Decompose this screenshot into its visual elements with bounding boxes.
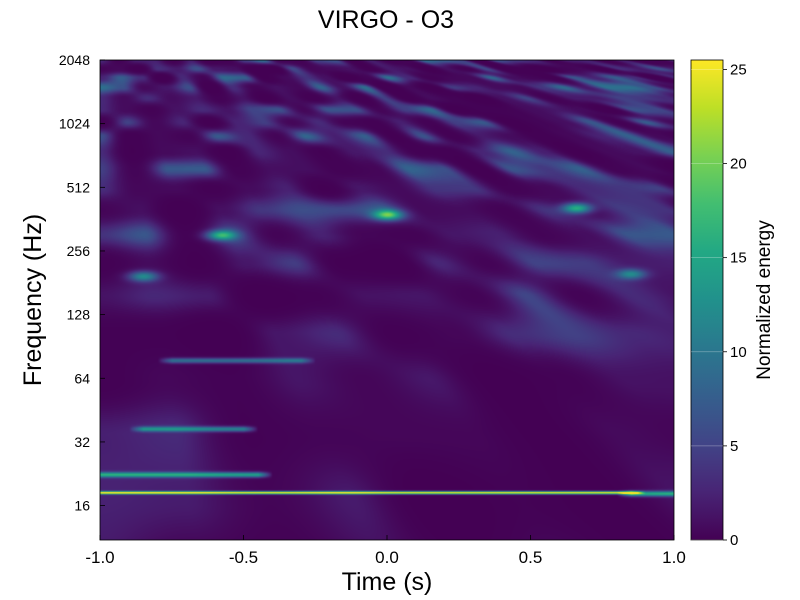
x-tick-label: 0.0 — [375, 548, 399, 567]
heatmap-plot-area — [100, 60, 674, 540]
x-axis-label: Time (s) — [342, 568, 433, 596]
y-axis-label: Frequency (Hz) — [19, 214, 47, 386]
y-tick-label: 2048 — [59, 52, 90, 68]
y-tick-label: 16 — [74, 498, 90, 514]
y-tick-label: 256 — [67, 243, 91, 259]
y-tick-label: 64 — [74, 370, 90, 386]
colorbar: 0 5 10 15 20 25 — [690, 59, 747, 549]
x-axis: -1.0 -0.5 0.0 0.5 1.0 — [85, 535, 686, 567]
y-tick-label: 1024 — [59, 116, 90, 132]
colorbar-tick-label: 25 — [730, 61, 747, 78]
colorbar-tick-label: 5 — [730, 438, 738, 455]
colorbar-label: Normalized energy — [754, 220, 775, 380]
x-tick-label: 1.0 — [662, 548, 686, 567]
y-tick-label: 512 — [67, 179, 91, 195]
x-tick-label: 0.5 — [519, 548, 543, 567]
chart-title: VIRGO - O3 — [318, 6, 454, 34]
colorbar-tick-label: 0 — [730, 532, 738, 549]
x-tick-label: -1.0 — [85, 548, 114, 567]
y-tick-label: 32 — [74, 434, 90, 450]
colorbar-tick-label: 10 — [730, 344, 747, 361]
colorbar-tick-label: 15 — [730, 250, 747, 267]
x-tick-label: -0.5 — [229, 548, 258, 567]
spectrogram-heatmap — [100, 60, 674, 540]
y-axis: 16 32 64 128 256 512 1024 2048 — [59, 52, 105, 514]
colorbar-gradient — [690, 59, 724, 541]
y-tick-label: 128 — [67, 307, 91, 323]
colorbar-tick-label: 20 — [730, 156, 747, 173]
